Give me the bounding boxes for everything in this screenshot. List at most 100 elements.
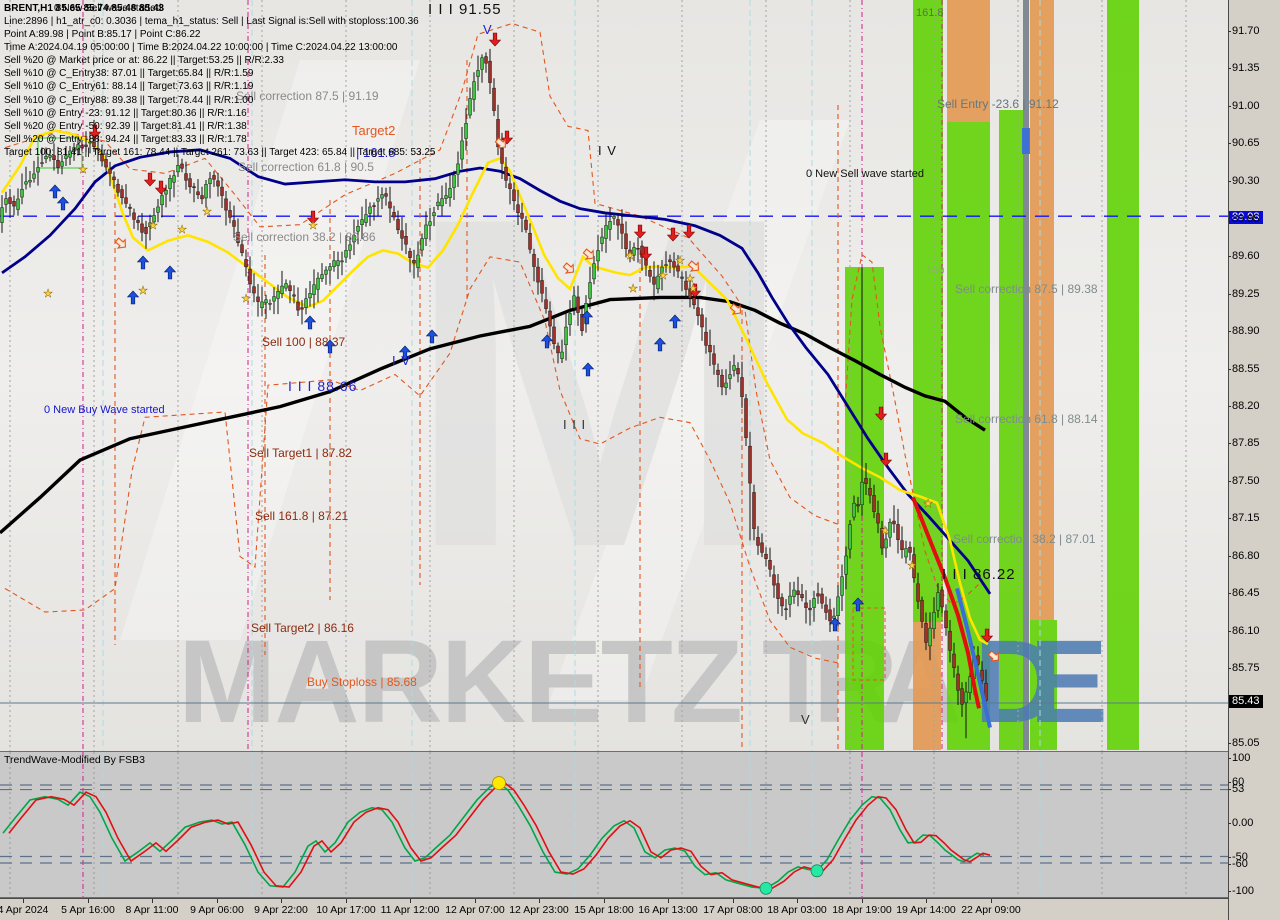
buy-arrow-icon — [668, 314, 682, 329]
price-tick: 88.55 — [1228, 363, 1260, 375]
sell-arrow-icon — [633, 224, 647, 239]
time-label: 22 Apr 09:00 — [961, 904, 1021, 916]
time-tick — [88, 899, 89, 903]
price-tick: 90.30 — [1228, 175, 1260, 187]
price-tick: 91.00 — [1228, 100, 1260, 112]
trough-dot-teal — [810, 864, 824, 878]
sell-arrow-icon — [154, 180, 168, 195]
oscillator-tick: -50 — [1228, 851, 1248, 863]
price-tick: 89.95 — [1228, 213, 1260, 225]
star-icon: ★ — [675, 255, 685, 267]
time-tick — [539, 899, 540, 903]
price-axis[interactable]: 89.98 85.43 91.70 91.35 91.00 90.65 90.30 89.… — [1227, 0, 1280, 920]
price-tick: 87.50 — [1228, 475, 1260, 487]
star-icon: ★ — [241, 293, 251, 305]
logo-watermark: M — [120, 60, 850, 700]
price-tick: 86.80 — [1228, 550, 1260, 562]
time-label: 12 Apr 07:00 — [445, 904, 505, 916]
ma-black-slow — [0, 295, 986, 535]
oscillator-tick: 60 — [1227, 776, 1245, 788]
price-tick: 86.10 — [1228, 625, 1260, 637]
buy-arrow-icon — [48, 184, 62, 199]
buy-arrow-icon — [851, 597, 865, 612]
indicator-name-label: TrendWave-Modified By FSB3 — [4, 754, 146, 766]
star-icon: ★ — [625, 250, 635, 262]
buy-arrow-icon — [653, 337, 667, 352]
time-label: 18 Apr 19:00 — [832, 904, 892, 916]
star-icon: ★ — [43, 288, 53, 300]
time-tick — [991, 899, 992, 903]
time-label: 12 Apr 23:00 — [509, 904, 569, 916]
time-axis[interactable]: 4 Apr 2024 5 Apr 16:00 8 Apr 11:00 9 Apr 06… — [0, 898, 1228, 920]
peak-dot-yellow — [492, 776, 506, 790]
time-tick — [733, 899, 734, 903]
price-tick: 89.60 — [1228, 250, 1260, 262]
star-icon: ★ — [658, 270, 668, 282]
trough-dot-teal — [759, 881, 773, 895]
last-price-badge: 85.43 — [1229, 695, 1263, 708]
correction-arrow-icon — [987, 650, 999, 662]
time-label: 11 Apr 12:00 — [380, 904, 440, 916]
star-icon: ★ — [880, 525, 890, 537]
star-icon: ★ — [907, 560, 917, 572]
buy-arrow-icon — [580, 310, 594, 325]
sell-arrow-icon — [980, 628, 994, 643]
star-icon: ★ — [138, 285, 148, 297]
ma-navy-medium — [1, 148, 992, 595]
time-tick — [23, 899, 24, 903]
buy-arrow-icon — [425, 329, 439, 344]
price-tick: 85.75 — [1228, 662, 1260, 674]
correction-arrow-icon — [687, 260, 699, 272]
zone-box — [1107, 0, 1139, 750]
time-label: 5 Apr 16:00 — [61, 904, 115, 916]
zone-box — [1023, 0, 1029, 750]
price-tick: 85.05 — [1228, 737, 1260, 749]
correction-arrow-icon — [114, 237, 126, 249]
time-tick — [797, 899, 798, 903]
panel-separator[interactable] — [0, 751, 1228, 752]
time-label: 15 Apr 18:00 — [574, 904, 634, 916]
svg-text:M: M — [404, 120, 796, 645]
time-label: 8 Apr 11:00 — [125, 904, 179, 916]
time-label: 9 Apr 22:00 — [254, 904, 308, 916]
sell-arrow-icon — [682, 224, 696, 239]
correction-arrow-icon — [729, 303, 741, 315]
correction-arrow-icon — [562, 262, 574, 274]
price-tick: 87.85 — [1228, 437, 1260, 449]
correction-arrow-icon — [494, 137, 506, 149]
buy-arrow-icon — [323, 339, 337, 354]
trend-line-red — [911, 496, 981, 709]
time-label: 18 Apr 03:00 — [767, 904, 827, 916]
star-icon: ★ — [685, 273, 695, 285]
time-label: 9 Apr 06:00 — [190, 904, 244, 916]
trend-line-blue — [955, 588, 992, 729]
sell-arrow-icon — [639, 246, 653, 261]
atr-envelope — [4, 22, 991, 750]
oscillator-tick: 0.00 — [1227, 817, 1254, 829]
zone-box — [1022, 128, 1030, 154]
correction-arrow-icon — [582, 248, 594, 260]
main-price-chart[interactable]: MMARKETZTRADE★★★★★★★★★★★★★★★★★ — [0, 0, 1228, 752]
time-label: 17 Apr 08:00 — [703, 904, 763, 916]
star-icon: ★ — [688, 283, 698, 295]
sell-arrow-icon — [143, 172, 157, 187]
time-tick — [281, 899, 282, 903]
buy-arrow-icon — [136, 255, 150, 270]
time-tick — [217, 899, 218, 903]
time-tick — [152, 899, 153, 903]
trendwave-green-line — [2, 782, 985, 890]
buy-arrow-icon — [540, 334, 554, 349]
time-label: 10 Apr 17:00 — [316, 904, 376, 916]
oscillator-tick: -60 — [1228, 858, 1248, 870]
trendwave-indicator-panel[interactable] — [0, 752, 1228, 898]
star-icon: ★ — [628, 283, 638, 295]
buy-arrow-icon — [828, 617, 842, 632]
bid-price-badge: 89.98 — [1229, 211, 1263, 224]
zone-box — [913, 622, 941, 750]
oscillator-tick: -100 — [1227, 885, 1255, 897]
time-tick — [862, 899, 863, 903]
sell-arrow-icon — [874, 406, 888, 421]
oscillator-tick: 100 — [1227, 752, 1251, 764]
oscillator-tick: 53 — [1227, 783, 1245, 795]
